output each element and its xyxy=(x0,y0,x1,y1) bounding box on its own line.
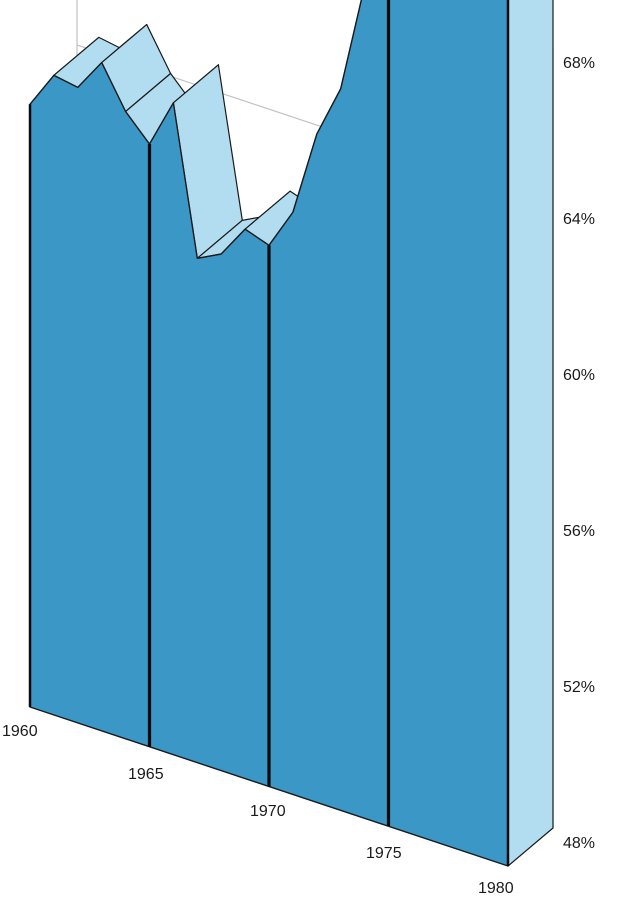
x-tick-label: 1980 xyxy=(478,880,514,897)
x-tick-label: 1965 xyxy=(128,766,164,783)
x-tick-label: 1960 xyxy=(2,723,38,740)
ribbon-side-face xyxy=(507,0,554,867)
divider-layer xyxy=(28,0,510,866)
y-tick-label: 52% xyxy=(563,679,595,696)
y-tick-label: 60% xyxy=(563,367,595,384)
y-tick-label: 48% xyxy=(563,835,595,852)
label-layer: 1960 1965 1970 1975 1980 68% 64% 60% 56% 52% 48% xyxy=(2,55,595,897)
y-tick-label: 56% xyxy=(563,523,595,540)
x-tick-label: 1970 xyxy=(250,803,286,820)
ribbon-layer xyxy=(29,0,554,867)
x-tick-label: 1975 xyxy=(366,845,402,862)
y-tick-label: 64% xyxy=(563,211,595,228)
y-tick-label: 68% xyxy=(563,55,595,72)
